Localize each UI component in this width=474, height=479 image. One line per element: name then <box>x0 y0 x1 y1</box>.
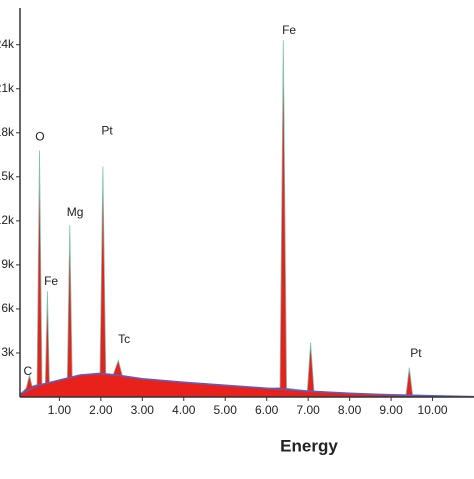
y-tick-label: 3k <box>1 345 15 359</box>
x-tick-label: 9.00 <box>379 403 403 417</box>
x-tick-label: 7.00 <box>296 403 320 417</box>
x-tick-label: 6.00 <box>255 403 279 417</box>
y-tick-label: 24k <box>0 37 15 51</box>
spectrum-area <box>19 40 474 398</box>
y-tick-label: 18k <box>0 125 15 139</box>
peak-label: Fe <box>44 274 58 288</box>
x-tick-label: 5.00 <box>214 403 238 417</box>
x-tick-label: 4.00 <box>172 403 196 417</box>
y-tick-label: 21k <box>0 81 15 95</box>
peak-label: Tc <box>118 332 130 346</box>
peak-label: Pt <box>101 123 113 137</box>
peak-label: C <box>24 364 33 378</box>
y-tick-label: 9k <box>1 257 15 271</box>
background-line <box>19 372 474 398</box>
y-tick-label: 12k <box>0 213 15 227</box>
peak-label: O <box>35 129 44 143</box>
peak-label: Fe <box>282 23 296 37</box>
y-tick-label: 6k <box>1 301 15 315</box>
x-tick-label: 3.00 <box>131 403 155 417</box>
peak-label: Mg <box>67 205 84 219</box>
x-tick-label: 8.00 <box>338 403 362 417</box>
x-tick-label: 10.00 <box>418 403 448 417</box>
x-axis-label: Energy <box>280 436 338 455</box>
x-tick-label: 2.00 <box>89 403 113 417</box>
y-tick-label: 15k <box>0 169 15 183</box>
x-tick-label: 1.00 <box>48 403 72 417</box>
peak-label: Pt <box>410 346 422 360</box>
